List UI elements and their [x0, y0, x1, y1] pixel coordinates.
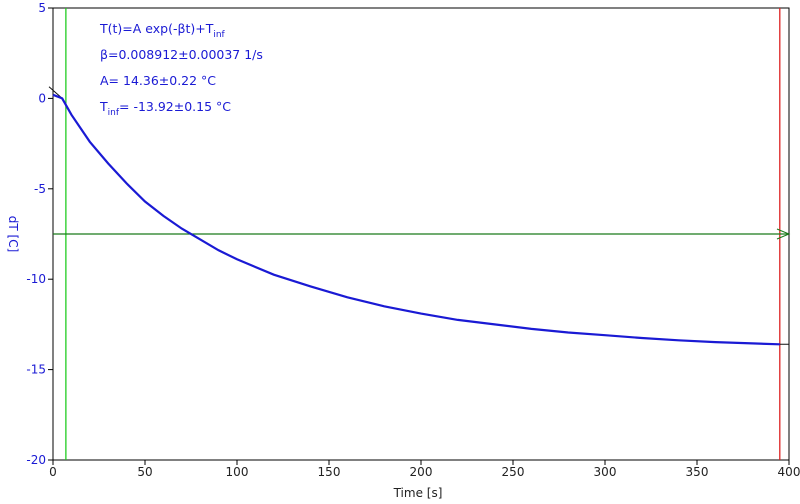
x-tick-label: 350	[686, 465, 709, 479]
y-tick-label: 0	[38, 91, 46, 105]
fit-tinf: Tinf= -13.92±0.15 °C	[99, 99, 231, 118]
y-tick-label: -15	[26, 363, 46, 377]
y-tick-label: -10	[26, 272, 46, 286]
y-tick-label: 5	[38, 1, 46, 15]
x-tick-label: 200	[410, 465, 433, 479]
fit-beta: β=0.008912±0.00037 1/s	[100, 47, 263, 62]
y-tick-label: -5	[34, 182, 46, 196]
x-tick-label: 0	[49, 465, 57, 479]
x-tick-label: 300	[594, 465, 617, 479]
fit-formula: T(t)=A exp(-βt)+Tinf	[99, 21, 226, 40]
x-tick-label: 50	[137, 465, 152, 479]
level-line-arrow-icon[interactable]	[776, 228, 791, 240]
y-axis-title: dT [C]	[6, 216, 20, 253]
x-tick-label: 150	[318, 465, 341, 479]
x-tick-label: 100	[226, 465, 249, 479]
series-line	[52, 93, 780, 346]
x-tick-label: 400	[778, 465, 800, 479]
y-tick-label: -20	[26, 453, 46, 467]
x-axis-title: Time [s]	[393, 486, 443, 500]
x-tick-label: 250	[502, 465, 525, 479]
fit-amplitude: A= 14.36±0.22 °C	[100, 73, 216, 88]
fit-line	[48, 86, 789, 345]
